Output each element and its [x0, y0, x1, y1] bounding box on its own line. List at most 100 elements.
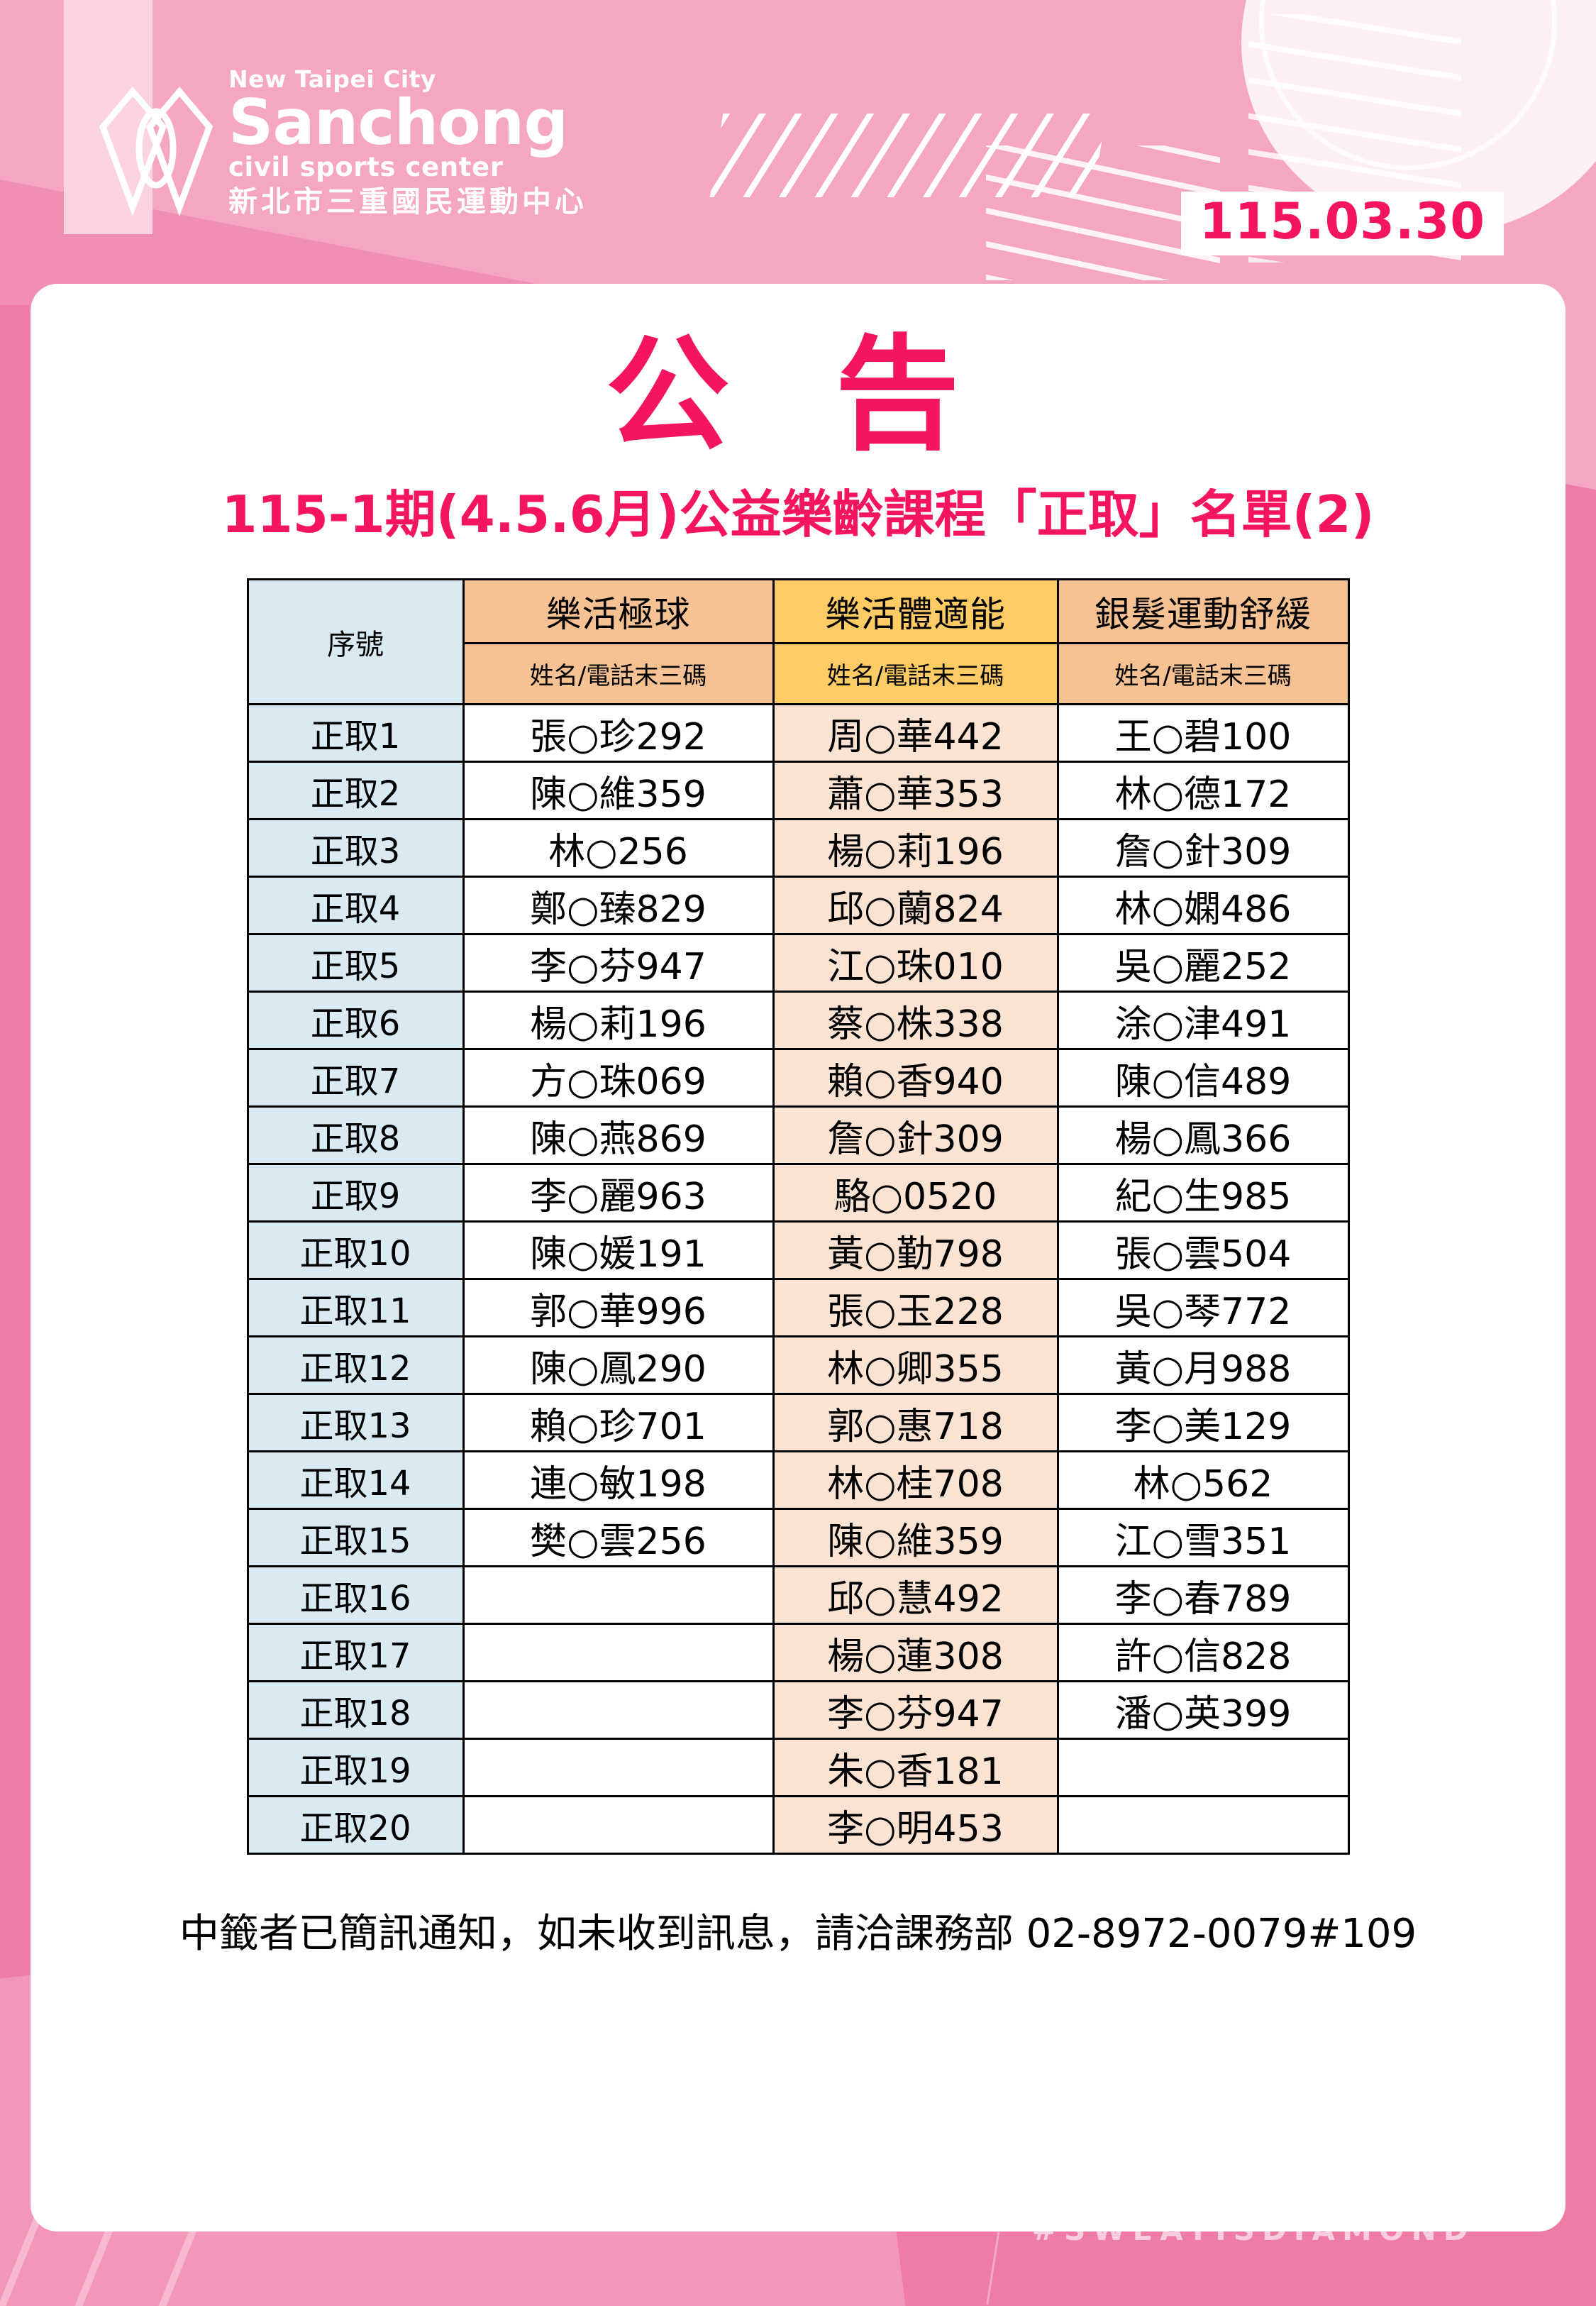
date-badge: 115.03.30	[1180, 192, 1504, 255]
table-row: 正取12 陳○鳳290 林○卿355 黃○月988	[246, 1335, 1350, 1395]
row-seq-cell: 正取13	[246, 1393, 465, 1452]
row-seq-cell: 正取3	[246, 818, 465, 878]
row-cell-course-3: 吳○麗252	[1056, 933, 1350, 993]
row-seq-cell: 正取9	[246, 1163, 465, 1223]
page-subtitle: 115-1期(4.5.6月)公益樂齡課程「正取」名單(2)	[221, 485, 1375, 544]
row-seq-cell: 正取10	[246, 1220, 465, 1280]
row-cell-course-1: 林○256	[462, 818, 775, 878]
column-subheader-course-3: 姓名/電話末三碼	[1056, 642, 1350, 705]
table-row: 正取3 林○256 楊○莉196 詹○針309	[246, 818, 1350, 878]
hashtag-line-2: #SWEATISDIAMOND	[1031, 2212, 1475, 2247]
table-row: 正取5 李○芬947 江○珠010 吳○麗252	[246, 933, 1350, 993]
row-cell-course-2: 李○明453	[772, 1795, 1059, 1855]
row-cell-course-1: 賴○珍701	[462, 1393, 775, 1452]
contact-note: 中籤者已簡訊通知，如未收到訊息，請洽課務部 02-8972-0079#109	[179, 1911, 1417, 1957]
row-seq-cell: 正取7	[246, 1048, 465, 1108]
row-cell-course-2: 郭○惠718	[772, 1393, 1059, 1452]
column-subheader-course-1: 姓名/電話末三碼	[462, 642, 775, 705]
column-header-course-3: 銀髮運動舒緩	[1056, 578, 1350, 644]
table-row: 正取4 鄭○臻829 邱○蘭824 林○嫻486	[246, 876, 1350, 935]
row-seq-cell: 正取4	[246, 876, 465, 935]
logo-line-tagline: civil sports center	[228, 151, 504, 182]
row-cell-course-2: 賴○香940	[772, 1048, 1059, 1108]
table-row: 正取20 李○明453	[246, 1795, 1350, 1855]
row-cell-course-3: 林○嫻486	[1056, 876, 1350, 935]
row-seq-cell: 正取11	[246, 1278, 465, 1337]
row-cell-course-3: 許○信828	[1056, 1623, 1350, 1682]
row-seq-cell: 正取15	[246, 1508, 465, 1567]
row-cell-course-3: 李○春789	[1056, 1565, 1350, 1625]
column-subheader-course-2: 姓名/電話末三碼	[772, 642, 1059, 705]
row-cell-course-1: 陳○媛191	[462, 1220, 775, 1280]
sanchong-logo: New Taipei City Sanchong civil sports ce…	[96, 67, 587, 225]
row-cell-course-1: 楊○莉196	[462, 991, 775, 1050]
row-cell-course-2: 詹○針309	[772, 1105, 1059, 1165]
table-header-row: 序號 樂活極球 樂活體適能 銀髮運動舒緩	[246, 578, 1350, 705]
row-cell-course-2: 李○芬947	[772, 1680, 1059, 1740]
row-cell-course-2: 邱○慧492	[772, 1565, 1059, 1625]
row-cell-course-3: 潘○英399	[1056, 1680, 1350, 1740]
row-seq-cell: 正取17	[246, 1623, 465, 1682]
roster-table: 序號 樂活極球 樂活體適能 銀髮運動舒緩 姓名/電話末三碼 姓名/電話末三碼 姓…	[246, 578, 1350, 1855]
row-cell-course-3: 紀○生985	[1056, 1163, 1350, 1223]
row-seq-cell: 正取1	[246, 703, 465, 763]
table-row: 正取6 楊○莉196 蔡○株338 涂○津491	[246, 991, 1350, 1050]
row-cell-course-3: 黃○月988	[1056, 1335, 1350, 1395]
row-cell-course-2: 張○玉228	[772, 1278, 1059, 1337]
table-row: 正取7 方○珠069 賴○香940 陳○信489	[246, 1048, 1350, 1108]
row-cell-course-2: 林○桂708	[772, 1450, 1059, 1510]
logo-line-chinese: 新北市三重國民運動中心	[228, 184, 587, 219]
row-cell-course-1: 陳○鳳290	[462, 1335, 775, 1395]
announcement-card: 公 告 115-1期(4.5.6月)公益樂齡課程「正取」名單(2) 序號 樂活極…	[31, 284, 1565, 2231]
logo-line-city: New Taipei City	[228, 65, 436, 93]
row-cell-course-2: 林○卿355	[772, 1335, 1059, 1395]
row-seq-cell: 正取6	[246, 991, 465, 1050]
row-cell-course-2: 朱○香181	[772, 1738, 1059, 1797]
row-seq-cell: 正取18	[246, 1680, 465, 1740]
row-cell-course-2: 蔡○株338	[772, 991, 1059, 1050]
table-row: 正取8 陳○燕869 詹○針309 楊○鳳366	[246, 1105, 1350, 1165]
row-cell-course-2: 楊○蓮308	[772, 1623, 1059, 1682]
row-cell-course-3: 涂○津491	[1056, 991, 1350, 1050]
row-cell-course-3	[1056, 1738, 1350, 1797]
row-seq-cell: 正取19	[246, 1738, 465, 1797]
hashtag-block: #I CREATE MY HERO #SWEATISDIAMOND	[1032, 2163, 1491, 2252]
table-row: 正取19 朱○香181	[246, 1738, 1350, 1797]
row-cell-course-3	[1056, 1795, 1350, 1855]
row-seq-cell: 正取2	[246, 761, 465, 820]
row-cell-course-1	[462, 1565, 775, 1625]
row-cell-course-3: 張○雲504	[1056, 1220, 1350, 1280]
row-seq-cell: 正取20	[246, 1795, 465, 1855]
table-row: 正取10 陳○媛191 黃○勤798 張○雲504	[246, 1220, 1350, 1280]
row-cell-course-1	[462, 1623, 775, 1682]
row-cell-course-2: 楊○莉196	[772, 818, 1059, 878]
row-seq-cell: 正取12	[246, 1335, 465, 1395]
row-cell-course-1: 樊○雲256	[462, 1508, 775, 1567]
table-row: 正取15 樊○雲256 陳○維359 江○雪351	[246, 1508, 1350, 1567]
row-cell-course-2: 陳○維359	[772, 1508, 1059, 1567]
row-cell-course-1: 郭○華996	[462, 1278, 775, 1337]
column-header-seq: 序號	[246, 578, 465, 705]
table-row: 正取9 李○麗963 駱○0520 紀○生985	[246, 1163, 1350, 1223]
diamond-heart-logo-icon	[99, 87, 214, 216]
row-cell-course-3: 林○562	[1056, 1450, 1350, 1510]
row-seq-cell: 正取16	[246, 1565, 465, 1625]
row-cell-course-2: 蕭○華353	[772, 761, 1059, 820]
table-row: 正取13 賴○珍701 郭○惠718 李○美129	[246, 1393, 1350, 1452]
row-cell-course-3: 楊○鳳366	[1056, 1105, 1350, 1165]
column-header-course-2: 樂活體適能	[772, 578, 1059, 644]
row-cell-course-1: 陳○燕869	[462, 1105, 775, 1165]
row-seq-cell: 正取14	[246, 1450, 465, 1510]
row-seq-cell: 正取5	[246, 933, 465, 993]
table-row: 正取18 李○芬947 潘○英399	[246, 1680, 1350, 1740]
row-cell-course-1: 張○珍292	[462, 703, 775, 763]
row-cell-course-2: 駱○0520	[772, 1163, 1059, 1223]
table-row: 正取14 連○敏198 林○桂708 林○562	[246, 1450, 1350, 1510]
row-cell-course-1: 陳○維359	[462, 761, 775, 820]
row-cell-course-3: 江○雪351	[1056, 1508, 1350, 1567]
logo-line-name: Sanchong	[228, 86, 568, 159]
row-seq-cell: 正取8	[246, 1105, 465, 1165]
row-cell-course-1: 方○珠069	[462, 1048, 775, 1108]
table-row: 正取16 邱○慧492 李○春789	[246, 1565, 1350, 1625]
row-cell-course-1: 連○敏198	[462, 1450, 775, 1510]
